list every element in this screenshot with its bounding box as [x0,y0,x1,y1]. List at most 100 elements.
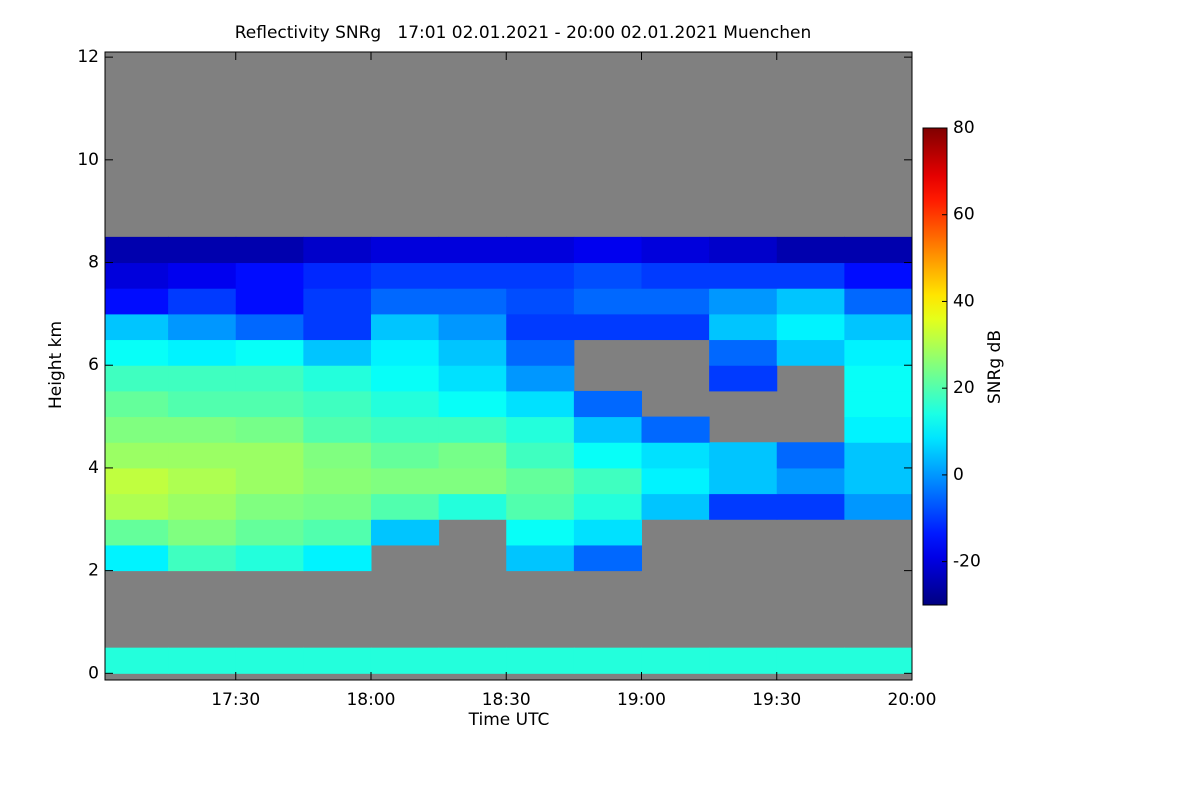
heatmap-cell [844,262,913,289]
heatmap-cell [235,236,304,264]
heatmap-cell [370,365,440,392]
heatmap-cell [573,544,642,572]
heatmap-cell [506,519,575,546]
heatmap-cell [506,365,575,392]
heatmap-cell [303,519,372,546]
heatmap-cell [438,365,507,392]
heatmap-cell [303,544,372,572]
heatmap-cell [303,262,372,289]
y-tick-label: 8 [88,253,99,273]
heatmap-cell [235,288,304,315]
heatmap-cell [641,467,710,495]
heatmap-cell [844,647,913,674]
heatmap-cell [168,236,237,264]
y-tick-label: 0 [88,663,99,683]
heatmap-cell [709,262,778,289]
heatmap-cell [168,365,237,392]
heatmap-cell [641,442,710,469]
heatmap-cell [438,442,507,469]
heatmap-cell [303,467,372,495]
heatmap-cell [235,365,304,392]
heatmap-cell [573,442,642,469]
x-axis-label: Time UTC [468,710,550,730]
heatmap-cell [235,313,304,341]
heatmap-cell [235,416,304,443]
x-tick-label: 17:30 [211,690,260,710]
heatmap-cell [105,390,169,418]
heatmap-cell [168,647,237,674]
heatmap-cell [168,519,237,546]
heatmap-cell [303,339,372,366]
heatmap-cell [370,288,440,315]
heatmap-cell [105,544,169,572]
heatmap-cell [303,442,372,469]
x-tick-label: 19:00 [617,690,666,710]
chart-title: Reflectivity SNRg 17:01 02.01.2021 - 20:… [235,23,811,43]
x-tick-label: 18:00 [346,690,395,710]
heatmap-cell [573,262,642,289]
heatmap-cell [438,390,507,418]
heatmap-cell [709,288,778,315]
heatmap-cell [105,416,169,443]
heatmap-cell [844,442,913,469]
heatmap-cell [776,339,845,366]
heatmap-cell [438,288,507,315]
heatmap-cell [370,339,440,366]
heatmap-cell [641,288,710,315]
heatmap-cell [844,288,913,315]
heatmap-cell [776,493,845,520]
heatmap-cell [168,262,237,289]
heatmap-cell [303,313,372,341]
heatmap-cell [776,262,845,289]
heatmap-cell [105,313,169,341]
heatmap-cell [235,467,304,495]
heatmap-cell [168,288,237,315]
heatmap-cell [641,647,710,674]
heatmap-cell [776,236,845,264]
heatmap-cell [844,365,913,392]
heatmap-cell [303,390,372,418]
heatmap-cell [105,647,169,674]
heatmap-cell [573,493,642,520]
heatmap-cell [235,442,304,469]
heatmap-cell [641,313,710,341]
heatmap-cell [506,288,575,315]
heatmap-cell [105,236,169,264]
heatmap-cell [641,262,710,289]
colorbar-tick-label: 60 [953,205,975,225]
heatmap-cell [438,313,507,341]
heatmap-cell [235,519,304,546]
plot-frame [104,51,913,681]
heatmap-cell [709,236,778,264]
heatmap-cell [573,313,642,341]
heatmap-cell [709,365,778,392]
heatmap-cell [303,365,372,392]
heatmap-cell [776,647,845,674]
heatmap-cell [844,390,913,418]
heatmap-cell [168,442,237,469]
heatmap-cell [709,467,778,495]
heatmap-cell [105,365,169,392]
heatmap-cell [168,390,237,418]
heatmap-cell [370,467,440,495]
heatmap-cell [303,236,372,264]
heatmap-cell [709,442,778,469]
colorbar-tick-label: 0 [953,465,964,485]
heatmap-cell [506,390,575,418]
heatmap-cell [844,339,913,366]
heatmap-cell [844,313,913,341]
heatmap-cell [844,467,913,495]
heatmap-cell [709,313,778,341]
x-tick-label: 18:30 [482,690,531,710]
heatmap-cell [438,416,507,443]
heatmap-cell [370,493,440,520]
colorbar [922,127,948,606]
heatmap-cell [105,339,169,366]
heatmap-cell [370,519,440,546]
heatmap-cell [105,262,169,289]
heatmap-cell [168,416,237,443]
heatmap-cell [506,493,575,520]
heatmap-cell [506,544,575,572]
colorbar-tick-label: 40 [953,291,975,311]
